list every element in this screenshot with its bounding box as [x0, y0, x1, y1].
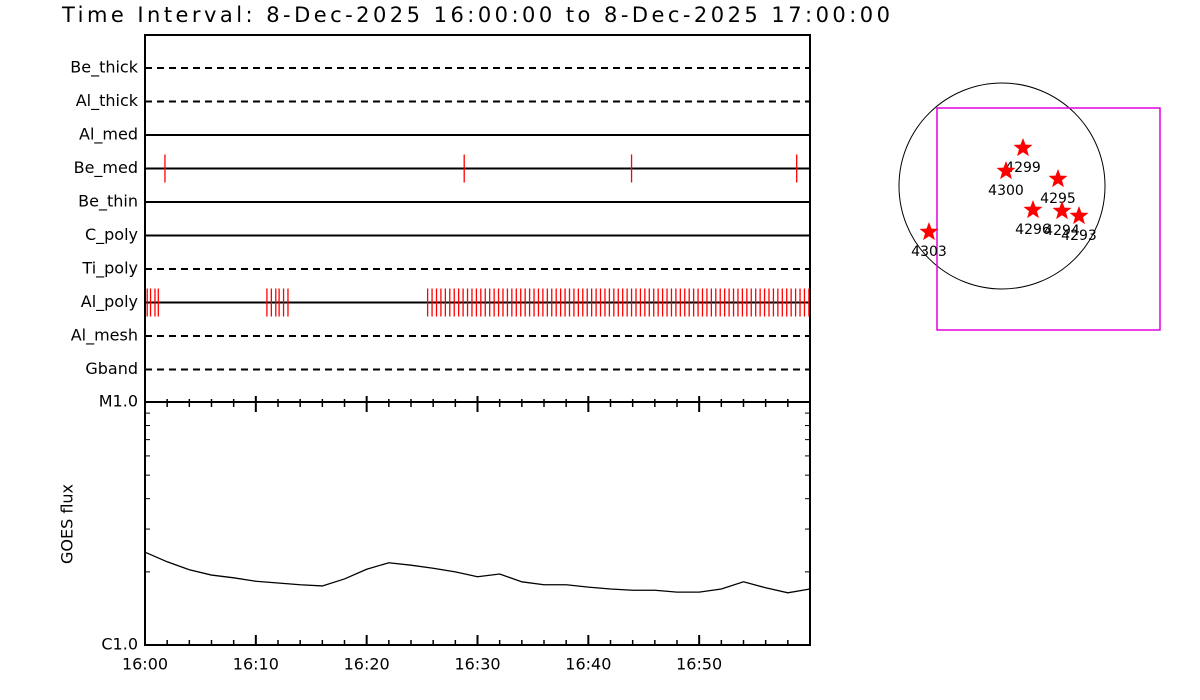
region-star [1048, 169, 1068, 188]
region-label: 4293 [1061, 228, 1097, 244]
region-label: 4303 [911, 244, 947, 260]
row-label: Al_med [79, 125, 138, 145]
x-tick-label: 16:50 [676, 655, 722, 674]
y-tick-label: M1.0 [99, 392, 138, 411]
region-star [1023, 200, 1043, 219]
region-star [996, 161, 1016, 180]
region-label: 4294 [1044, 223, 1080, 239]
region-star [1013, 138, 1033, 157]
x-tick-label: 16:40 [565, 655, 611, 674]
field-of-view [936, 107, 1161, 331]
row-label: C_poly [85, 225, 138, 245]
region-label: 4299 [1005, 160, 1041, 176]
y-axis-label: GOES flux [58, 484, 77, 564]
row-label: Be_med [74, 158, 138, 178]
row-label: Al_poly [81, 292, 138, 312]
region-label: 4296 [1015, 222, 1051, 238]
row-label: Al_mesh [71, 326, 138, 346]
region-label: 4300 [988, 183, 1024, 199]
row-label: Ti_poly [81, 259, 138, 279]
region-star [1069, 206, 1089, 225]
x-tick-label: 16:10 [233, 655, 279, 674]
row-label: Be_thin [78, 192, 138, 212]
row-label: Be_thick [70, 58, 138, 78]
x-tick-label: 16:30 [454, 655, 500, 674]
region-label: 4295 [1040, 191, 1076, 207]
goes-curve [144, 551, 811, 594]
region-star [919, 222, 939, 241]
region-star [1052, 201, 1072, 220]
solar-disk [898, 82, 1106, 290]
row-label: Gband [85, 359, 138, 378]
y-tick-label: C1.0 [101, 635, 138, 654]
x-tick-label: 16:20 [344, 655, 390, 674]
row-label: Al_thick [76, 91, 139, 111]
x-tick-label: 16:00 [122, 655, 168, 674]
